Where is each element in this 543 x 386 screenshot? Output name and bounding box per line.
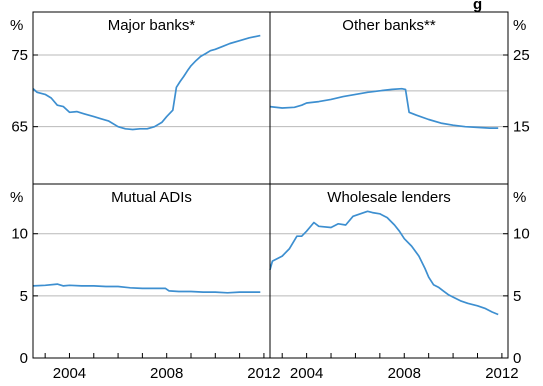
y-tick-label: 0: [513, 350, 521, 367]
panel-title: Mutual ADIs: [111, 189, 192, 206]
y-tick-label: 25: [513, 47, 530, 64]
panel-title: Major banks*: [108, 17, 196, 34]
y-tick-label: 10: [513, 226, 530, 243]
y-tick-label: 65: [11, 119, 28, 136]
panel-title: Other banks**: [342, 17, 436, 34]
x-tick-label: 2012: [247, 365, 280, 381]
panel-1: Major banks* 75 65%: [10, 17, 270, 136]
unit-label: %: [10, 17, 23, 34]
panel-title: Wholesale lenders: [327, 189, 450, 206]
series-line: [269, 87, 499, 129]
y-tick-label: 5: [20, 288, 28, 305]
unit-label: %: [10, 189, 23, 206]
unit-label: %: [513, 189, 526, 206]
y-tick-label: 5: [513, 288, 521, 305]
x-tick-label: 2008: [388, 365, 421, 381]
y-tick-label: 0: [20, 350, 28, 367]
series-line: [269, 210, 499, 316]
panel-2: Other banks** 25 15%: [269, 17, 530, 136]
y-tick-label: 10: [11, 226, 28, 243]
x-tick-label: 2012: [485, 365, 518, 381]
y-tick-label: 75: [11, 47, 28, 64]
panel-3: Mutual ADIs 10 5 0% 2004 2008 2012: [10, 189, 281, 382]
chart-title-fragment: g: [473, 0, 482, 13]
x-tick-label: 2004: [53, 365, 86, 381]
x-tick-label: 2008: [150, 365, 183, 381]
x-tick-label: 2004: [290, 365, 323, 381]
series-line: [32, 34, 261, 131]
y-tick-label: 15: [513, 119, 530, 136]
series-line: [32, 283, 261, 294]
unit-label: %: [513, 17, 526, 34]
panel-4: Wholesale lenders 10 5 0% 2004 2008 2012: [269, 189, 530, 382]
